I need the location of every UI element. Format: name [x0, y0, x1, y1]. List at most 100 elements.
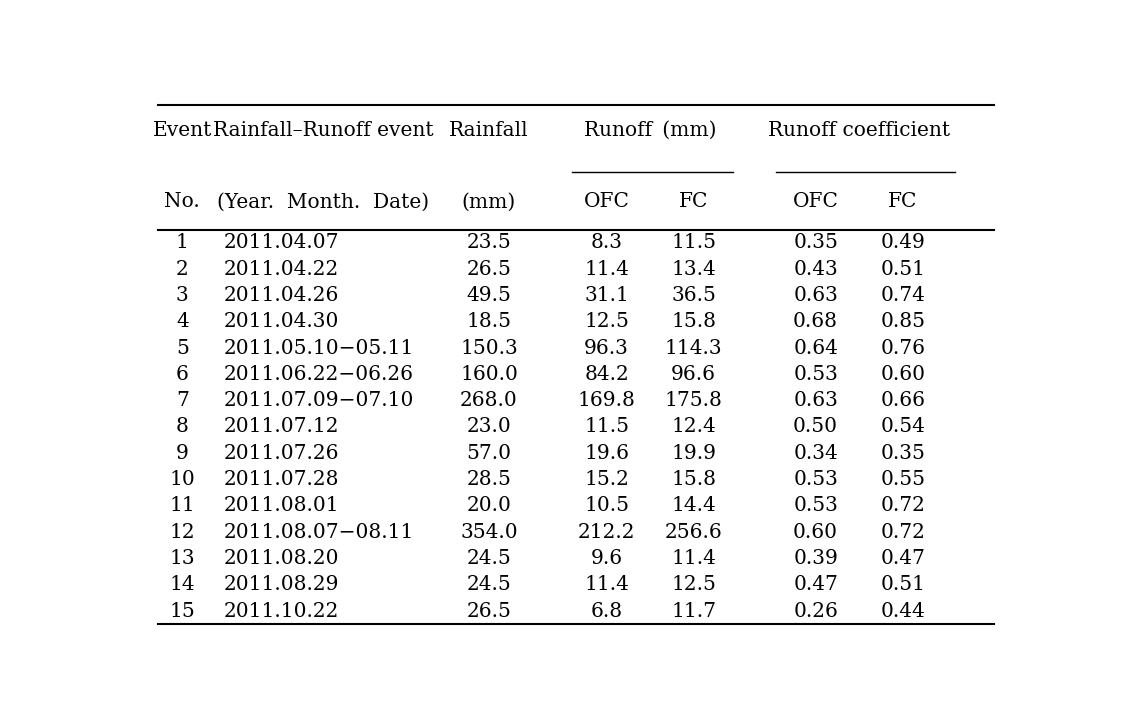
Text: 4: 4: [176, 312, 189, 331]
Text: 0.53: 0.53: [794, 496, 839, 516]
Text: 8: 8: [175, 417, 189, 437]
Text: 2: 2: [176, 260, 189, 279]
Text: 11.4: 11.4: [584, 260, 629, 279]
Text: 11.7: 11.7: [671, 602, 716, 621]
Text: 57.0: 57.0: [466, 444, 511, 462]
Text: 268.0: 268.0: [460, 391, 518, 410]
Text: 0.63: 0.63: [794, 391, 839, 410]
Text: 114.3: 114.3: [664, 338, 723, 358]
Text: 11: 11: [170, 496, 196, 516]
Text: 1: 1: [175, 233, 189, 252]
Text: 13: 13: [170, 549, 196, 568]
Text: 0.53: 0.53: [794, 365, 839, 384]
Text: 18.5: 18.5: [466, 312, 511, 331]
Text: 10.5: 10.5: [584, 496, 629, 516]
Text: 2011.05.10−05.11: 2011.05.10−05.11: [224, 338, 414, 358]
Text: 11.4: 11.4: [671, 549, 716, 568]
Text: 160.0: 160.0: [460, 365, 518, 384]
Text: 0.72: 0.72: [880, 496, 925, 516]
Text: 9.6: 9.6: [590, 549, 623, 568]
Text: 12: 12: [170, 523, 196, 542]
Text: 150.3: 150.3: [460, 338, 518, 358]
Text: Rainfall: Rainfall: [450, 120, 528, 140]
Text: 36.5: 36.5: [671, 286, 716, 305]
Text: 0.47: 0.47: [880, 549, 925, 568]
Text: 7: 7: [175, 391, 189, 410]
Text: 28.5: 28.5: [466, 470, 511, 489]
Text: 0.60: 0.60: [794, 523, 839, 542]
Text: 0.68: 0.68: [794, 312, 839, 331]
Text: 26.5: 26.5: [466, 260, 511, 279]
Text: Runoff (mm): Runoff (mm): [583, 120, 716, 140]
Text: OFC: OFC: [583, 192, 629, 212]
Text: 15.2: 15.2: [584, 470, 629, 489]
Text: 2011.04.22: 2011.04.22: [224, 260, 338, 279]
Text: 15.8: 15.8: [671, 312, 716, 331]
Text: 19.9: 19.9: [671, 444, 716, 462]
Text: 6.8: 6.8: [590, 602, 623, 621]
Text: 0.50: 0.50: [794, 417, 839, 437]
Text: 0.54: 0.54: [880, 417, 925, 437]
Text: 24.5: 24.5: [466, 549, 511, 568]
Text: 96.3: 96.3: [584, 338, 629, 358]
Text: 2011.04.26: 2011.04.26: [224, 286, 338, 305]
Text: 0.35: 0.35: [880, 444, 925, 462]
Text: 96.6: 96.6: [671, 365, 716, 384]
Text: 31.1: 31.1: [584, 286, 629, 305]
Text: 0.66: 0.66: [880, 391, 925, 410]
Text: FC: FC: [679, 192, 708, 212]
Text: 11.5: 11.5: [584, 417, 629, 437]
Text: 12.4: 12.4: [671, 417, 716, 437]
Text: 9: 9: [175, 444, 189, 462]
Text: 6: 6: [175, 365, 189, 384]
Text: 84.2: 84.2: [584, 365, 629, 384]
Text: 0.72: 0.72: [880, 523, 925, 542]
Text: 0.47: 0.47: [794, 575, 839, 594]
Text: 2011.08.01: 2011.08.01: [224, 496, 338, 516]
Text: 256.6: 256.6: [664, 523, 723, 542]
Text: 23.0: 23.0: [466, 417, 511, 437]
Text: (mm): (mm): [462, 192, 516, 212]
Text: 0.39: 0.39: [794, 549, 839, 568]
Text: 20.0: 20.0: [466, 496, 511, 516]
Text: 0.76: 0.76: [880, 338, 925, 358]
Text: (Year.  Month.  Date): (Year. Month. Date): [217, 192, 429, 212]
Text: 0.49: 0.49: [880, 233, 925, 252]
Text: 0.55: 0.55: [880, 470, 925, 489]
Text: 12.5: 12.5: [671, 575, 716, 594]
Text: 0.51: 0.51: [880, 575, 925, 594]
Text: 2011.10.22: 2011.10.22: [224, 602, 338, 621]
Text: 0.64: 0.64: [794, 338, 839, 358]
Text: 23.5: 23.5: [466, 233, 511, 252]
Text: 0.26: 0.26: [794, 602, 839, 621]
Text: 0.43: 0.43: [794, 260, 839, 279]
Text: OFC: OFC: [792, 192, 839, 212]
Text: No.: No.: [164, 192, 200, 212]
Text: 0.51: 0.51: [880, 260, 925, 279]
Text: 11.4: 11.4: [584, 575, 629, 594]
Text: 0.44: 0.44: [880, 602, 925, 621]
Text: 0.85: 0.85: [880, 312, 925, 331]
Text: 354.0: 354.0: [460, 523, 518, 542]
Text: 2011.08.20: 2011.08.20: [224, 549, 338, 568]
Text: 13.4: 13.4: [671, 260, 716, 279]
Text: 2011.08.07−08.11: 2011.08.07−08.11: [224, 523, 414, 542]
Text: 2011.07.12: 2011.07.12: [224, 417, 338, 437]
Text: 2011.04.07: 2011.04.07: [224, 233, 338, 252]
Text: 5: 5: [175, 338, 189, 358]
Text: 0.34: 0.34: [794, 444, 839, 462]
Text: 24.5: 24.5: [466, 575, 511, 594]
Text: 169.8: 169.8: [578, 391, 635, 410]
Text: 19.6: 19.6: [584, 444, 629, 462]
Text: 0.74: 0.74: [880, 286, 925, 305]
Text: 15.8: 15.8: [671, 470, 716, 489]
Text: 2011.07.28: 2011.07.28: [224, 470, 338, 489]
Text: 8.3: 8.3: [590, 233, 623, 252]
Text: 26.5: 26.5: [466, 602, 511, 621]
Text: 14.4: 14.4: [671, 496, 716, 516]
Text: 2011.06.22−06.26: 2011.06.22−06.26: [224, 365, 414, 384]
Text: 10: 10: [170, 470, 196, 489]
Text: 0.35: 0.35: [794, 233, 839, 252]
Text: FC: FC: [888, 192, 917, 212]
Text: 0.63: 0.63: [794, 286, 839, 305]
